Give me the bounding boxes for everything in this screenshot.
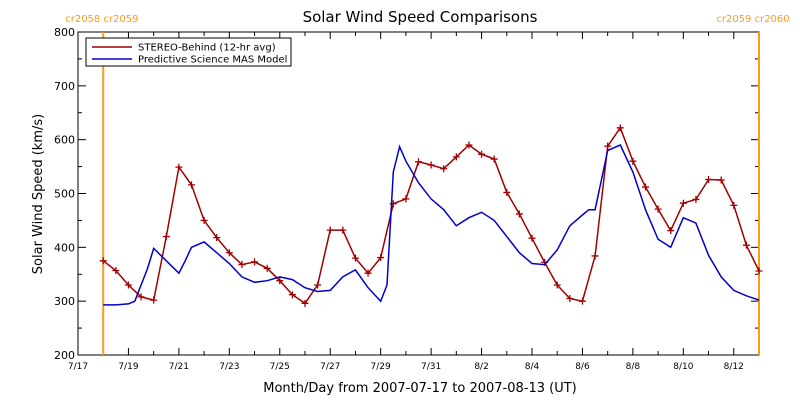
data-point-marker [314,281,322,289]
data-point-marker [377,254,385,262]
data-point-marker [679,199,687,207]
data-point-marker [566,294,574,302]
data-point-marker [112,266,120,274]
y-axis-title: Solar Wind Speed (km/s) [31,114,46,274]
data-point-marker [452,153,460,161]
data-point-marker [717,176,725,184]
y-tick-label: 300 [54,295,75,308]
data-point-marker [124,281,132,289]
x-tick-label: 7/23 [219,362,239,372]
data-point-marker [288,291,296,299]
y-tick-label: 500 [54,188,75,201]
data-point-marker [440,165,448,173]
data-point-marker [162,233,170,241]
y-tick-label: 200 [54,349,75,362]
carrington-markers: cr2058 cr2059 cr2059 cr2060 [65,14,790,355]
legend: STEREO-Behind (12-hr avg)Predictive Scie… [85,37,292,67]
x-tick-label: 8/12 [724,362,744,372]
data-point-marker [364,269,372,277]
data-point-marker [692,195,700,203]
data-point-marker [427,161,435,169]
data-point-marker [415,158,422,166]
data-point-marker [351,254,359,262]
plot-frame [77,31,760,356]
y-tick-label: 800 [54,26,75,39]
series-line-stereo-behind [102,126,760,305]
data-point-marker [402,195,410,203]
x-tick-label: 8/6 [575,362,590,372]
carrington-label: cr2058 cr2059 [65,14,138,25]
data-point-marker [490,155,498,163]
data-point-marker [604,142,612,150]
x-tick-label: 7/25 [270,362,290,372]
x-tick-label: 7/19 [118,362,138,372]
data-point-marker [578,297,586,305]
data-point-marker [478,150,486,158]
data-point-marker [175,163,183,171]
data-point-marker [200,216,208,224]
data-point-marker [251,258,259,266]
data-point-marker [642,183,649,191]
legend-box [85,37,292,67]
data-point-marker [213,234,221,242]
y-axis-ticks: 200 300 400 500 600 700 800 [54,26,759,362]
y-tick-label: 700 [54,80,75,93]
x-tick-label: 8/2 [474,362,488,372]
data-point-marker [591,252,599,260]
data-point-marker [276,277,284,285]
data-point-marker [225,249,233,257]
x-tick-label: 7/17 [68,362,88,372]
y-tick-label: 400 [54,241,75,254]
data-point-marker [263,264,271,272]
data-point-marker [654,205,662,213]
data-point-marker [301,299,309,307]
data-point-marker [503,188,511,196]
data-point-marker [137,293,145,301]
x-tick-label: 7/27 [320,362,340,372]
data-point-marker [150,296,158,304]
chart-title: Solar Wind Speed Comparisons [303,8,538,26]
data-point-marker [188,181,195,189]
series-line-mas-model [103,144,760,306]
series-lines [99,124,763,307]
x-tick-label: 7/21 [169,362,189,372]
data-point-marker [742,241,750,249]
y-tick-label: 600 [54,134,75,147]
x-axis-title: Month/Day from 2007-07-17 to 2007-08-13 … [263,381,576,396]
x-tick-label: 8/8 [626,362,641,372]
legend-entry: STEREO-Behind (12-hr avg) [138,43,276,54]
data-point-marker [705,176,713,184]
x-tick-label: 8/10 [673,362,693,372]
data-point-marker [238,261,246,269]
data-point-marker [515,210,523,218]
data-point-marker [553,281,561,289]
data-point-marker [465,141,473,149]
plot-area [77,31,760,356]
data-point-marker [616,124,624,132]
x-tick-label: 8/4 [525,362,540,372]
data-point-marker [326,226,334,234]
legend-entry: Predictive Science MAS Model [138,55,287,66]
data-point-marker [755,267,763,275]
data-point-marker [629,157,637,165]
x-tick-label: 7/29 [371,362,391,372]
data-point-marker [99,257,107,265]
data-point-marker [528,234,536,242]
data-point-marker [339,226,347,234]
data-point-marker [730,201,738,209]
data-point-marker [667,227,675,235]
x-axis-ticks: 7/17 7/19 7/21 7/23 7/25 7/27 7/29 7/31 8/2 8/4 8/… [68,32,744,372]
x-tick-label: 7/31 [421,362,441,372]
carrington-label: cr2059 cr2060 [716,14,789,25]
